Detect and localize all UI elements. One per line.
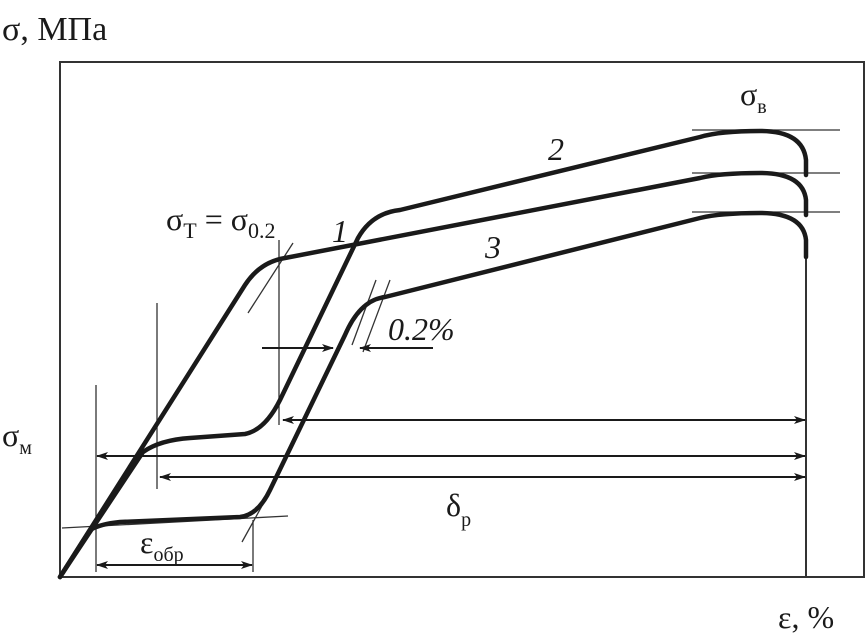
ultimate-strength-label: σв [740,76,767,118]
curve-1-label: 1 [332,213,348,249]
curve-3-label: 3 [484,229,501,265]
curve-3 [57,210,809,580]
plot-frame [59,61,865,578]
y-axis-label: σ, МПа [2,11,107,48]
x-axis-label: ε, % [778,599,834,635]
offset-label: 0.2% [388,311,455,347]
curve-1 [57,170,809,580]
reverse-strain-label: εобр [140,524,184,566]
curve-2-label: 2 [548,131,564,167]
dimension-arrows [96,344,806,569]
plateau-stress-label: σм [2,417,32,459]
curve-2 [57,128,809,580]
yield-strength-label: σT = σ0.2 [166,201,276,243]
elongation-label: δр [446,487,471,531]
